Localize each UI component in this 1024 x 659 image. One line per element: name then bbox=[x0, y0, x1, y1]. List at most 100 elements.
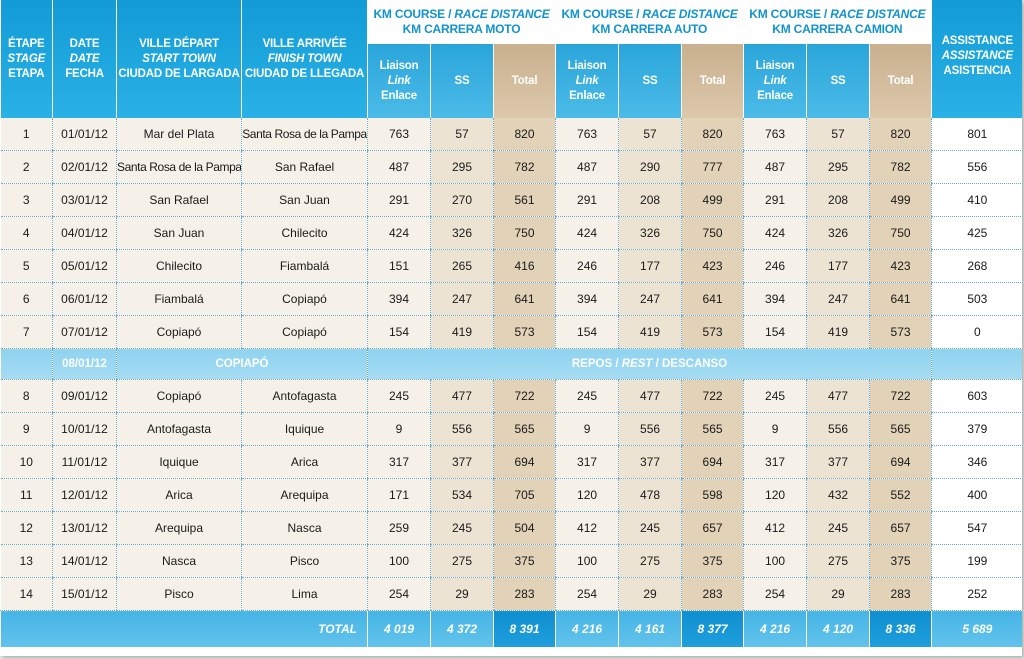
auto-total: 777 bbox=[681, 150, 744, 184]
header-auto-total: Total bbox=[681, 44, 744, 118]
camion-liaison: 394 bbox=[743, 282, 807, 316]
assistance-km: 268 bbox=[931, 249, 1022, 283]
camion-liaison: 100 bbox=[743, 544, 807, 578]
total-moto-liaison: 4 019 bbox=[367, 610, 431, 647]
header-distance-moto: KM COURSE / RACE DISTANCE KM CARRERA MOT… bbox=[367, 0, 556, 44]
finish-town: Pisco bbox=[241, 544, 368, 578]
auto-ss: 419 bbox=[618, 315, 682, 349]
auto-ss: 478 bbox=[618, 478, 682, 512]
auto-liaison: 154 bbox=[555, 315, 619, 349]
camion-ss: 326 bbox=[806, 216, 870, 250]
stage-date: 12/01/12 bbox=[52, 478, 117, 512]
moto-total: 375 bbox=[492, 544, 556, 578]
stage-row: 13 14/01/12 Nasca Pisco 100 275 375 100 275 375 10… bbox=[0, 544, 1022, 578]
rest-day: 08/01/12 COPIAPÓ REPOS / REST / DESCANSO bbox=[0, 348, 1022, 380]
finish-town: Arequipa bbox=[241, 478, 368, 512]
auto-ss: 326 bbox=[618, 216, 682, 250]
header-distance-auto: KM COURSE / RACE DISTANCE KM CARRERA AUT… bbox=[555, 0, 744, 44]
header-camion-total: Total bbox=[869, 44, 932, 118]
start-town: Iquique bbox=[116, 445, 242, 479]
auto-total: 750 bbox=[681, 216, 744, 250]
stage-number: 3 bbox=[0, 183, 53, 217]
start-town: Copiapó bbox=[116, 379, 242, 413]
camion-ss: 29 bbox=[806, 577, 870, 611]
moto-ss: 245 bbox=[430, 511, 494, 545]
moto-liaison: 487 bbox=[367, 150, 431, 184]
start-town: San Rafael bbox=[116, 183, 242, 217]
auto-liaison: 245 bbox=[555, 379, 619, 413]
finish-town: Chilecito bbox=[241, 216, 368, 250]
total-auto-ss: 4 161 bbox=[618, 610, 682, 647]
stage-row: 10 11/01/12 Iquique Arica 317 377 694 317 377 694… bbox=[0, 445, 1022, 479]
auto-ss: 29 bbox=[618, 577, 682, 611]
moto-total: 782 bbox=[492, 150, 556, 184]
header-date: DATE DATE FECHA bbox=[52, 0, 117, 118]
start-town: Mar del Plata bbox=[116, 118, 242, 151]
stage-number: 14 bbox=[0, 577, 53, 611]
total-camion-ss: 4 120 bbox=[806, 610, 870, 647]
assistance-km: 410 bbox=[931, 183, 1022, 217]
camion-liaison: 763 bbox=[743, 118, 807, 151]
moto-liaison: 259 bbox=[367, 511, 431, 545]
camion-total: 423 bbox=[869, 249, 932, 283]
auto-ss: 177 bbox=[618, 249, 682, 283]
moto-total: 565 bbox=[492, 412, 556, 446]
finish-town: Santa Rosa de la Pampa bbox=[241, 118, 368, 151]
finish-town: Lima bbox=[241, 577, 368, 611]
stage-date: 03/01/12 bbox=[52, 183, 117, 217]
stage-date: 11/01/12 bbox=[52, 445, 117, 479]
totals-label: TOTAL bbox=[0, 610, 368, 647]
auto-liaison: 487 bbox=[555, 150, 619, 184]
stage-row: 3 03/01/12 San Rafael San Juan 291 270 561 291 2… bbox=[0, 183, 1022, 217]
camion-ss: 556 bbox=[806, 412, 870, 446]
auto-total: 499 bbox=[681, 183, 744, 217]
stage-number: 5 bbox=[0, 249, 53, 283]
camion-total: 750 bbox=[869, 216, 932, 250]
camion-liaison: 246 bbox=[743, 249, 807, 283]
finish-town: Antofagasta bbox=[241, 379, 368, 413]
stage-row: 6 06/01/12 Fiambalá Copiapó 394 247 641 394 247 6… bbox=[0, 282, 1022, 316]
auto-total: 657 bbox=[681, 511, 744, 545]
camion-liaison: 412 bbox=[743, 511, 807, 545]
auto-total: 598 bbox=[681, 478, 744, 512]
totals: TOTAL 4 019 4 372 8 391 4 216 4 161 8 37… bbox=[0, 610, 1022, 647]
total-moto-total: 8 391 bbox=[492, 610, 556, 647]
assistance-km: 603 bbox=[931, 379, 1022, 413]
finish-town: Nasca bbox=[241, 511, 368, 545]
assistance-km: 252 bbox=[931, 577, 1022, 611]
assistance-km: 199 bbox=[931, 544, 1022, 578]
camion-total: 375 bbox=[869, 544, 932, 578]
moto-ss: 270 bbox=[430, 183, 494, 217]
moto-total: 722 bbox=[492, 379, 556, 413]
moto-ss: 295 bbox=[430, 150, 494, 184]
total-auto-total: 8 377 bbox=[681, 610, 744, 647]
header-auto-liaison: Liaison Link Enlace bbox=[555, 44, 619, 118]
assistance-km: 503 bbox=[931, 282, 1022, 316]
camion-total: 782 bbox=[869, 150, 932, 184]
stage-number: 7 bbox=[0, 315, 53, 349]
camion-ss: 247 bbox=[806, 282, 870, 316]
stage-number: 1 bbox=[0, 118, 53, 151]
moto-liaison: 151 bbox=[367, 249, 431, 283]
stage-row: 9 10/01/12 Antofagasta Iquique 9 556 565 9 556 56… bbox=[0, 412, 1022, 446]
stage-date: 14/01/12 bbox=[52, 544, 117, 578]
moto-liaison: 254 bbox=[367, 577, 431, 611]
moto-total: 641 bbox=[492, 282, 556, 316]
camion-liaison: 254 bbox=[743, 577, 807, 611]
moto-ss: 419 bbox=[430, 315, 494, 349]
moto-total: 283 bbox=[492, 577, 556, 611]
rest-town: COPIAPÓ bbox=[116, 348, 368, 380]
moto-ss: 265 bbox=[430, 249, 494, 283]
auto-ss: 477 bbox=[618, 379, 682, 413]
moto-ss: 377 bbox=[430, 445, 494, 479]
stage-date: 04/01/12 bbox=[52, 216, 117, 250]
stage-number: 8 bbox=[0, 379, 53, 413]
moto-total: 750 bbox=[492, 216, 556, 250]
stage-row: 2 02/01/12 Santa Rosa de la Pampa San Rafae… bbox=[0, 150, 1022, 184]
moto-ss: 534 bbox=[430, 478, 494, 512]
auto-liaison: 394 bbox=[555, 282, 619, 316]
stage-number: 4 bbox=[0, 216, 53, 250]
start-town: Fiambalá bbox=[116, 282, 242, 316]
rest-day-row: 08/01/12 COPIAPÓ REPOS / REST / DESCANSO bbox=[0, 348, 1022, 380]
camion-ss: 275 bbox=[806, 544, 870, 578]
